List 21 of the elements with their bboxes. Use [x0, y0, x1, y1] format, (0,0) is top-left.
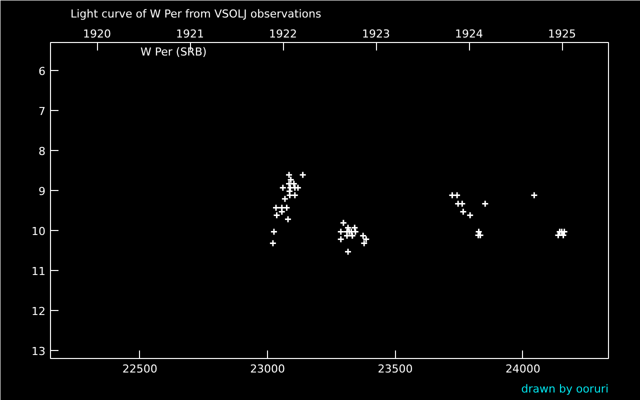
x-tick-label: 22500 [122, 362, 158, 376]
y-tick-label: 13 [32, 345, 46, 358]
text: drawn by ooruri [521, 382, 608, 396]
x-tick-label: 23000 [250, 362, 286, 376]
x2-tick-label: 1921 [176, 28, 204, 40]
y-tick-label: 7 [38, 105, 46, 118]
x2-tick-label: 1925 [548, 28, 576, 40]
x2-tick-label: 1924 [455, 28, 484, 40]
x-tick-label: 23500 [378, 362, 413, 376]
y-tick-label: 12 [32, 305, 46, 318]
y-tick-label: 10 [32, 225, 46, 238]
y-tick-label: 9 [38, 185, 46, 198]
x2-tick-label: 1922 [269, 28, 298, 40]
x-tick-label: 24000 [505, 362, 540, 376]
x2-tick-label: 1920 [83, 28, 112, 40]
y-tick-label: 8 [38, 145, 46, 158]
annotation: W Per (SRB) [140, 46, 207, 58]
x2-tick-label: 1923 [362, 28, 390, 40]
chart-title: Light curve of W Per from VSOLJ observations [70, 8, 322, 20]
y-tick-label: 6 [38, 65, 46, 78]
y-tick-label: 11 [32, 265, 46, 278]
